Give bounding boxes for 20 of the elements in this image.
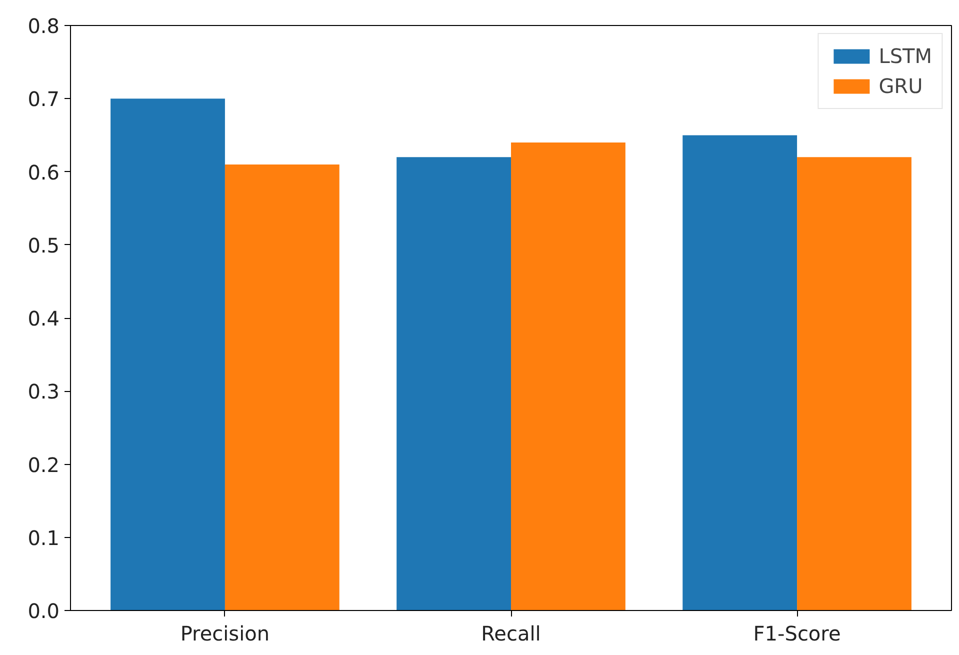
y-tick-label: 0.4 bbox=[28, 306, 60, 330]
y-tick-label: 0.6 bbox=[28, 160, 60, 184]
x-tick-label: Precision bbox=[180, 622, 270, 646]
y-tick-label: 0.8 bbox=[28, 14, 60, 38]
legend-label: GRU bbox=[878, 74, 923, 98]
legend-label: LSTM bbox=[878, 44, 932, 68]
x-tick-label: F1-Score bbox=[753, 622, 841, 646]
bar bbox=[110, 98, 225, 610]
y-tick-label: 0.3 bbox=[28, 380, 60, 404]
bar bbox=[682, 135, 798, 610]
y-tick-label: 0.2 bbox=[28, 452, 60, 477]
x-tick-label: Recall bbox=[481, 622, 541, 646]
bar bbox=[797, 157, 912, 610]
y-tick-label: 0.0 bbox=[28, 599, 60, 623]
bar bbox=[396, 157, 511, 610]
bar bbox=[224, 164, 340, 610]
y-tick-label: 0.7 bbox=[28, 87, 60, 112]
bar bbox=[511, 142, 626, 610]
y-tick-label: 0.5 bbox=[28, 233, 60, 258]
y-tick-label: 0.1 bbox=[28, 526, 60, 550]
